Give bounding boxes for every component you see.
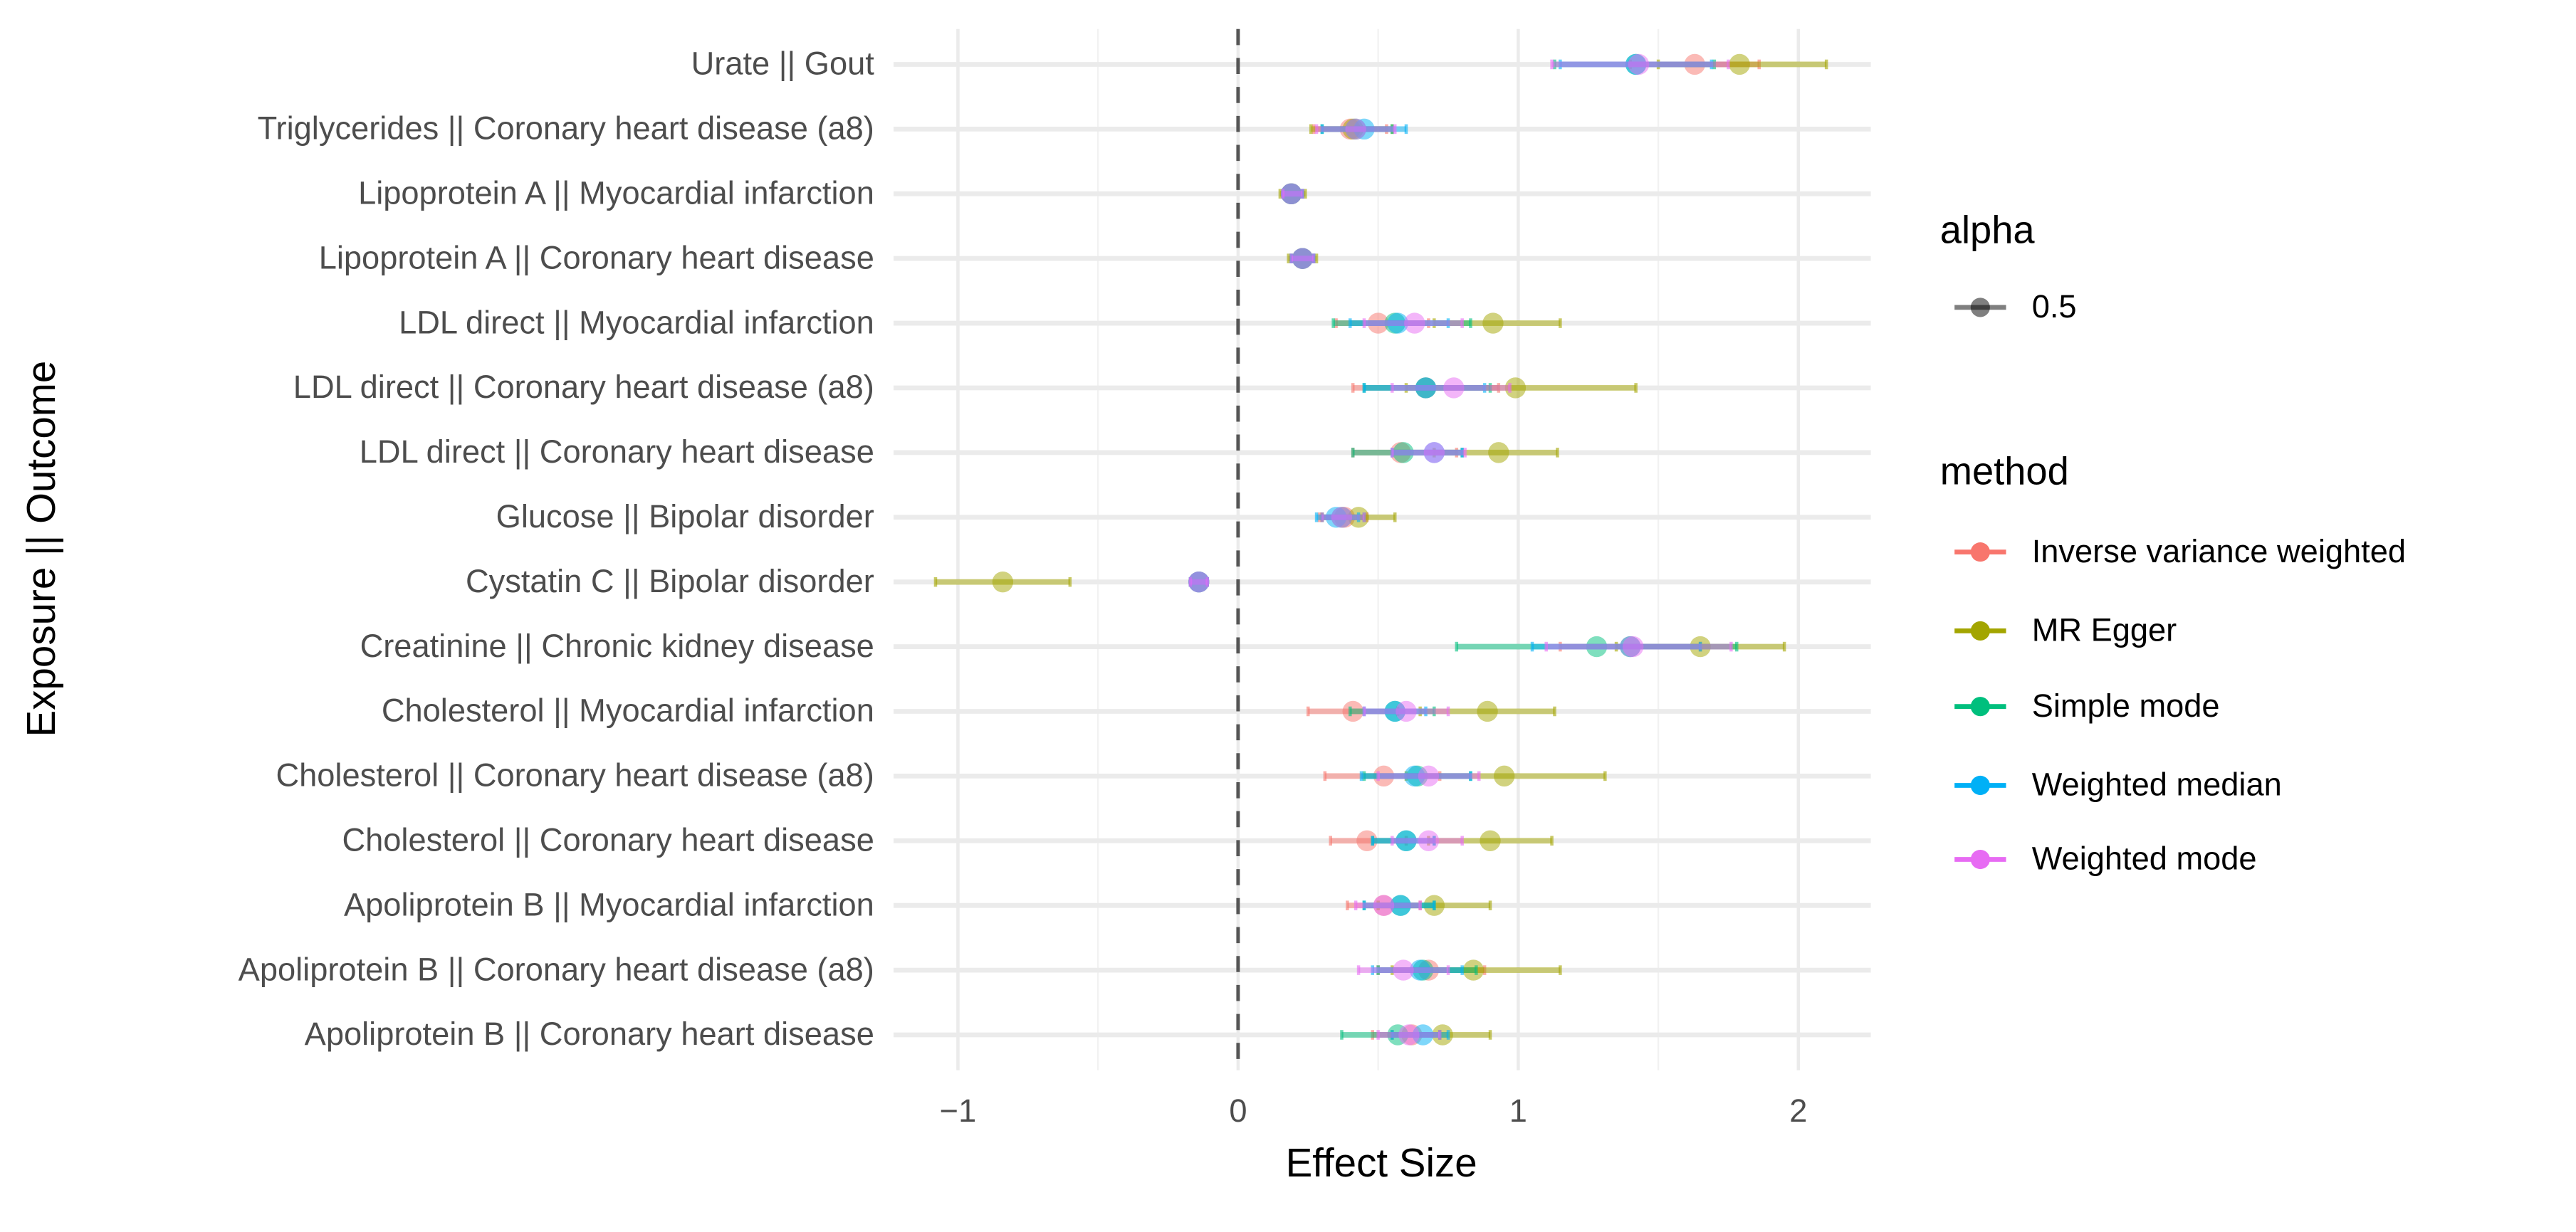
legend-alpha-title: alpha: [1940, 208, 2036, 251]
estimate-4: [1362, 700, 1450, 722]
point-estimate: [1393, 959, 1414, 981]
point-estimate: [1482, 312, 1504, 334]
y-tick-label: LDL direct || Coronary heart disease (a8…: [293, 369, 874, 405]
y-tick-label: Lipoprotein A || Coronary heart disease: [319, 239, 874, 275]
point-estimate: [1622, 636, 1644, 658]
legend-item: Weighted median: [1954, 767, 2282, 803]
legend-label: Weighted mode: [2032, 841, 2257, 877]
point-estimate: [1356, 830, 1378, 851]
estimate-4: [1280, 183, 1304, 204]
point-estimate: [992, 571, 1014, 593]
legend-label: MR Egger: [2032, 612, 2177, 648]
point-estimate: [1398, 1024, 1420, 1046]
point-estimate: [1504, 377, 1527, 399]
x-tick-label: 2: [1789, 1093, 1807, 1129]
y-tick-label: Urate || Gout: [691, 46, 875, 82]
point-estimate: [1188, 571, 1210, 593]
estimate-4: [1544, 636, 1733, 658]
y-tick-label: Cholesterol || Myocardial infarction: [382, 693, 874, 729]
legend-item: Inverse variance weighted: [1954, 533, 2406, 569]
y-tick-label: Cholesterol || Coronary heart disease (a…: [276, 757, 874, 794]
legend-alpha: alpha 0.5: [1940, 208, 2077, 325]
y-tick-label: Triglycerides || Coronary heart disease …: [258, 110, 874, 147]
legend-method-title: method: [1940, 450, 2069, 493]
y-tick-label: Creatinine || Chronic kidney disease: [360, 628, 874, 664]
legend-key-point: [1970, 849, 1990, 870]
point-estimate: [1373, 895, 1395, 916]
point-estimate: [1480, 830, 1501, 851]
estimate-4: [1289, 248, 1316, 269]
point-estimate: [1418, 830, 1440, 851]
y-tick-label: Apoliprotein B || Coronary heart disease: [305, 1016, 874, 1052]
estimate-4: [1391, 377, 1512, 399]
y-tick-labels: Urate || Gout Triglycerides || Coronary h…: [239, 46, 875, 1053]
legend-key-point: [1970, 542, 1990, 562]
estimate-4: [1354, 895, 1422, 916]
point-estimate: [1493, 765, 1515, 787]
estimate-4: [1391, 830, 1464, 851]
estimate-4: [1356, 959, 1450, 981]
estimate-1: [933, 571, 1072, 593]
x-axis-title: Effect Size: [1286, 1140, 1477, 1185]
legend-key-point: [1970, 775, 1990, 796]
point-estimate: [1443, 377, 1465, 399]
point-estimate: [1396, 700, 1417, 722]
point-estimate: [1418, 765, 1440, 787]
y-tick-label: Cystatin C || Bipolar disorder: [466, 563, 874, 599]
y-tick-label: Apoliprotein B || Coronary heart disease…: [239, 951, 874, 987]
x-tick-label: 0: [1229, 1093, 1247, 1129]
point-estimate: [1488, 442, 1509, 463]
point-estimate: [1292, 248, 1314, 269]
y-tick-label: Glucose || Bipolar disorder: [496, 498, 874, 535]
point-estimate: [1404, 312, 1425, 334]
legend-alpha-label: 0.5: [2032, 288, 2077, 325]
estimate-4: [1391, 442, 1467, 463]
estimate-4: [1320, 507, 1366, 528]
estimate-4: [1376, 1024, 1442, 1046]
legend-alpha-point: [1970, 298, 1990, 317]
point-estimate: [1729, 53, 1750, 75]
point-estimate: [1628, 53, 1650, 75]
point-estimate: [1280, 183, 1302, 204]
estimate-4: [1550, 53, 1730, 75]
y-tick-label: Lipoprotein A || Myocardial infarction: [358, 174, 874, 211]
marks: [933, 53, 1828, 1046]
legend-label: Simple mode: [2032, 688, 2220, 724]
x-tick-labels: −1 0 1 2: [940, 1093, 1808, 1129]
x-tick-label: 1: [1509, 1093, 1527, 1129]
y-tick-label: LDL direct || Coronary heart disease: [360, 433, 874, 470]
estimate-4: [1314, 118, 1397, 140]
y-tick-label: Cholesterol || Coronary heart disease: [342, 821, 874, 858]
point-estimate: [1423, 442, 1445, 463]
legend-item: MR Egger: [1954, 612, 2177, 648]
point-estimate: [1345, 118, 1366, 140]
y-axis-title: Exposure || Outcome: [19, 361, 63, 737]
legend-label: Weighted median: [2032, 767, 2282, 803]
y-tick-label: Apoliprotein B || Myocardial infarction: [344, 886, 874, 922]
legend-key-point: [1970, 697, 1990, 717]
point-estimate: [1477, 700, 1498, 722]
legend-method: method Inverse variance weighted MR Egger…: [1940, 450, 2406, 877]
legend-item: Simple mode: [1954, 688, 2220, 724]
estimate-4: [1188, 571, 1210, 593]
legend-item: Weighted mode: [1954, 841, 2257, 877]
estimate-4: [1376, 765, 1481, 787]
x-tick-label: −1: [940, 1093, 977, 1129]
legend-key-point: [1970, 621, 1990, 641]
point-estimate: [1331, 507, 1353, 528]
legend-label: Inverse variance weighted: [2032, 533, 2406, 569]
y-tick-label: LDL direct || Myocardial infarction: [399, 304, 874, 340]
estimate-4: [1362, 312, 1464, 334]
